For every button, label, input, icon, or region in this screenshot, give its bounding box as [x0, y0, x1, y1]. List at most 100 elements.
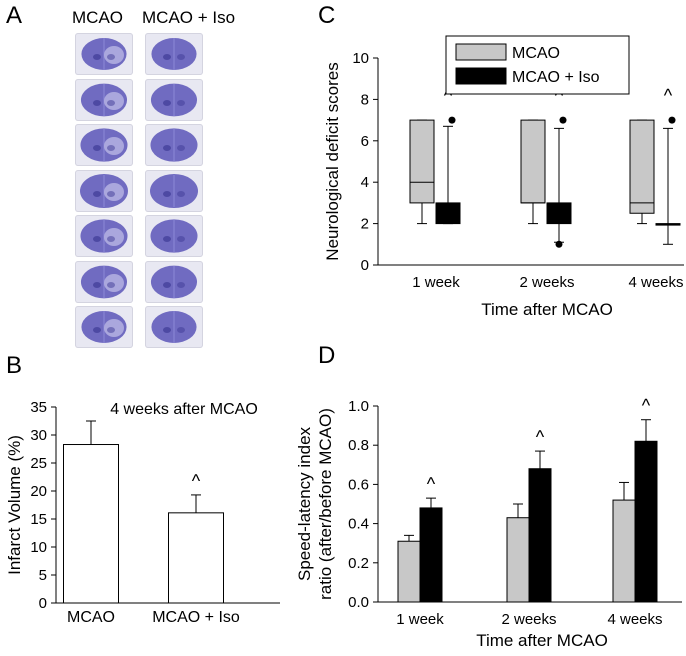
brain-slice-icon [80, 83, 128, 116]
y-axis-label: Infarct Volume (%) [5, 435, 24, 575]
y-tick-label: 0 [39, 595, 47, 612]
category-label: 1 week [396, 611, 444, 628]
y-tick-label: 10 [352, 50, 369, 67]
y-tick-label: 10 [30, 539, 47, 556]
brain-slice-icon [151, 38, 197, 70]
category-label: 2 weeks [519, 274, 574, 291]
mcao-brain-section [75, 78, 133, 121]
y-axis-label: Neurological deficit scores [323, 62, 342, 260]
bar [528, 468, 552, 603]
legend-entry: MCAO + Iso [512, 69, 600, 86]
y-tick-label: 8 [361, 91, 369, 108]
brain-slice-icon [81, 38, 127, 70]
category-label: 4 weeks [628, 274, 683, 291]
significance-mark: ^ [427, 474, 436, 494]
bar [634, 440, 658, 603]
significance-mark: ^ [555, 85, 564, 105]
category-label: 2 weeks [501, 611, 556, 628]
brain-slice-icon [80, 265, 128, 298]
y-tick-label: 0.0 [348, 594, 369, 611]
box [655, 223, 681, 226]
mcao-brain-section [75, 215, 133, 257]
y-tick-label: 5 [39, 567, 47, 584]
box [629, 119, 655, 214]
mcao-iso-brain-section [145, 260, 203, 303]
mcao-iso-brain-section [145, 169, 203, 212]
mcao-iso-brain-section [145, 215, 203, 257]
significance-mark: ^ [664, 85, 673, 105]
brain-slice-icon [150, 128, 198, 162]
bar [419, 507, 443, 603]
bar [63, 444, 119, 604]
mcao-iso-brain-section [145, 124, 203, 166]
panel-b-letter: B [6, 352, 23, 379]
box [546, 202, 572, 225]
category-label: MCAO [67, 609, 115, 626]
mcao-brain-section [75, 124, 133, 166]
brain-slice-icon [150, 265, 198, 298]
y-tick-label: 0 [361, 257, 369, 274]
mcao-iso-brain-section [145, 78, 203, 121]
infarct-volume-chart: 0 5 10 15 20 25 30 35 Infarct Volume (%) 4 weeks … [5, 399, 280, 626]
outlier-point [448, 116, 456, 124]
brain-slice-icon [80, 128, 128, 162]
brain-slice-icon [150, 83, 198, 116]
legend-swatch [455, 67, 507, 85]
bar [612, 499, 636, 603]
y-tick-label: 35 [30, 399, 47, 416]
y-axis-label-line: Speed-latency index [295, 426, 314, 581]
panel-d-letter: D [318, 342, 336, 369]
significance-mark: ^ [536, 427, 545, 447]
legend-swatch [455, 43, 507, 61]
y-axis-label: Speed-latency index ratio (after/before M… [295, 408, 335, 600]
bar [506, 517, 530, 603]
brain-slice-icon [150, 173, 198, 208]
significance-mark: ^ [642, 396, 651, 416]
y-tick-label: 4 [361, 174, 369, 191]
bar [168, 512, 224, 604]
chart-title: 4 weeks after MCAO [110, 401, 258, 418]
mcao-iso-brain-section [145, 306, 203, 348]
y-tick-label: 0.2 [348, 555, 369, 572]
panel-c-letter: C [318, 2, 336, 29]
mcao-brain-section [75, 260, 133, 303]
brain-slice-icon [81, 311, 127, 343]
brain-slice-icon [151, 311, 197, 343]
mcao-brain-section [75, 306, 133, 348]
x-axis-label: Time after MCAO [476, 631, 608, 650]
y-tick-label: 30 [30, 427, 47, 444]
mcao-brain-section [75, 33, 133, 75]
y-tick-label: 6 [361, 133, 369, 150]
significance-mark: ^ [192, 471, 201, 491]
x-axis-label: Time after MCAO [481, 300, 613, 319]
category-label: 1 week [412, 274, 460, 291]
y-tick-label: 0.8 [348, 437, 369, 454]
panel-a-col-right-label: MCAO + Iso [142, 8, 236, 27]
outlier-point [559, 116, 567, 124]
outlier-point [555, 240, 563, 248]
brain-slice-icon [80, 173, 128, 208]
brain-slice-icon [150, 219, 198, 253]
y-tick-label: 0.4 [348, 516, 369, 533]
panel-a-col-left-label: MCAO [72, 8, 123, 27]
y-tick-label: 25 [30, 455, 47, 472]
panel-a-letter: A [6, 2, 23, 29]
chart-legend: MCAO MCAO + Iso [445, 35, 630, 95]
box [435, 202, 461, 225]
significance-mark: ^ [444, 85, 453, 105]
box [409, 119, 435, 204]
speed-latency-chart: 0.0 0.2 0.4 0.6 0.8 1.0 Speed-latency index rat… [295, 396, 682, 650]
outlier-point [668, 116, 676, 124]
y-tick-label: 2 [361, 216, 369, 233]
neurological-deficit-chart: 0 2 4 6 8 10 Neurological deficit scores Time a… [323, 35, 684, 319]
mcao-brain-section [75, 169, 133, 212]
category-label: 4 weeks [607, 611, 662, 628]
category-label: MCAO + Iso [152, 609, 240, 626]
bar [397, 540, 421, 603]
mcao-iso-brain-section [145, 33, 203, 75]
y-tick-label: 0.6 [348, 476, 369, 493]
y-tick-label: 1.0 [348, 398, 369, 415]
y-tick-label: 15 [30, 511, 47, 528]
y-tick-label: 20 [30, 483, 47, 500]
brain-slice-icon [80, 219, 128, 253]
